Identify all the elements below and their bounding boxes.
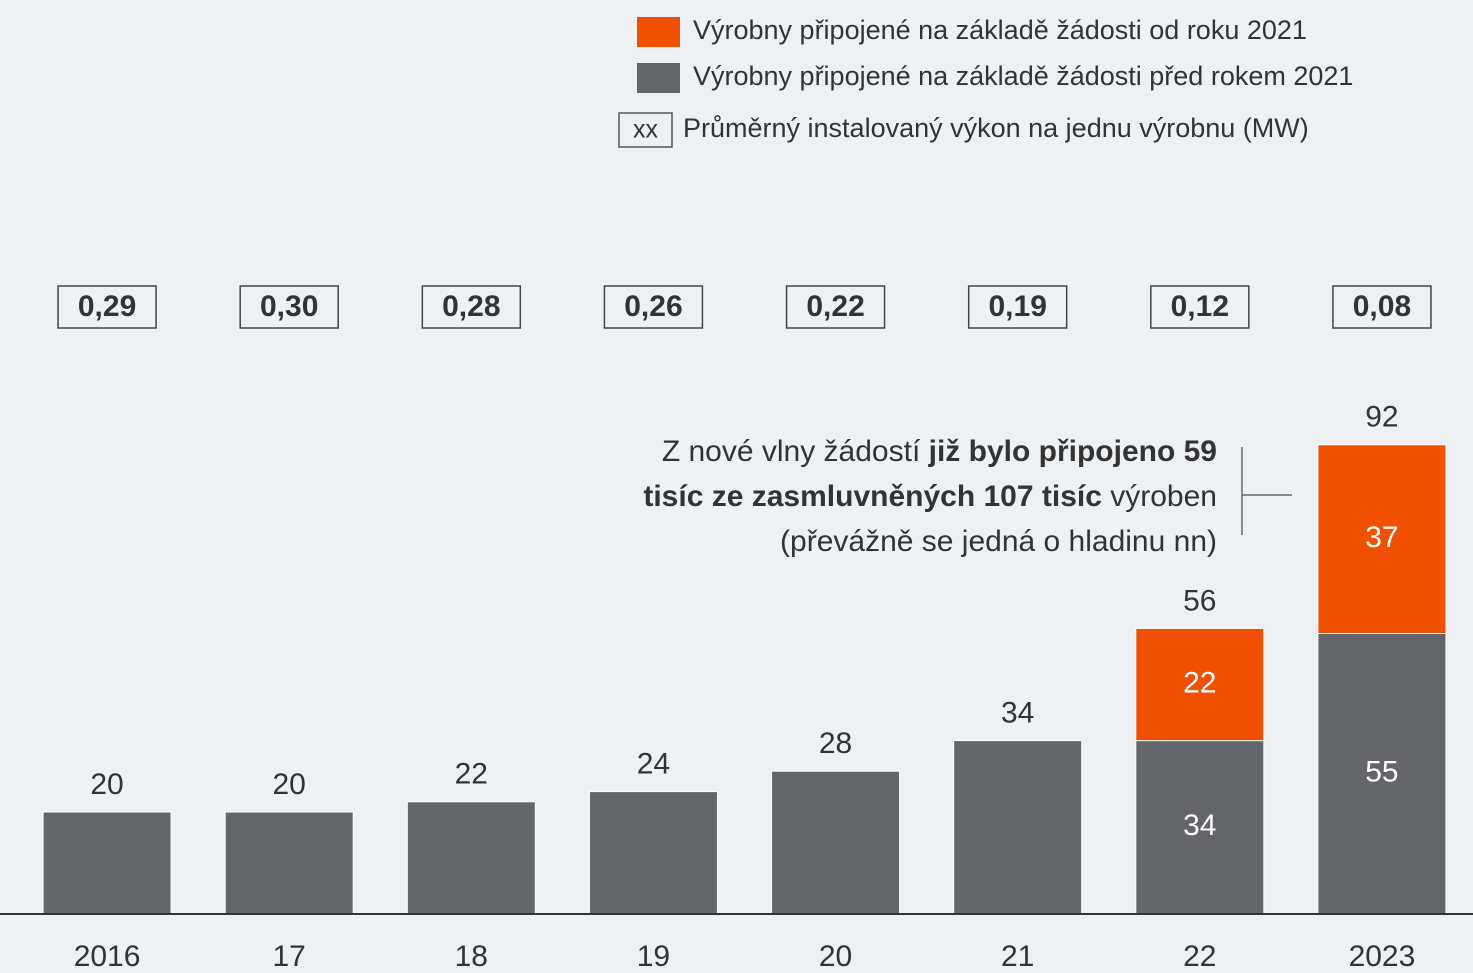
total-label: 92	[1365, 401, 1398, 434]
avg-power-box	[57, 285, 157, 329]
annotation-part: (převážně se jedná o hladinu nn)	[780, 525, 1217, 558]
annotation: (převážně se jedná o hladinu nn)	[780, 525, 1217, 558]
avg-power-label: 0,22	[806, 290, 864, 323]
avg-power-box	[1150, 285, 1250, 329]
avg-power-box	[785, 285, 886, 329]
avg-power-label: 0,19	[988, 290, 1046, 323]
total-label: 24	[637, 748, 670, 781]
total-label: 28	[819, 727, 852, 760]
legend-label: Průměrný instalovaný výkon na jednu výro…	[683, 113, 1309, 143]
avg-power-label: 0,12	[1171, 290, 1229, 323]
annotation-part: výroben	[1102, 480, 1217, 513]
avg-power-box	[421, 285, 522, 329]
bar-segment	[1135, 627, 1265, 742]
annotation: Z nové vlny žádostí již bylo připojeno 5…	[662, 435, 1217, 468]
bar-segment	[406, 801, 536, 915]
annotation-part: již bylo připojeno 59	[928, 435, 1217, 468]
bar-segment	[588, 791, 718, 915]
annotation-part: Z nové vlny žádostí	[662, 435, 929, 468]
bar-segment	[224, 811, 354, 915]
x-tick-label: 22	[1183, 940, 1216, 973]
avg-power-label: 0,26	[624, 290, 682, 323]
bar-segment	[1317, 444, 1447, 634]
x-tick-label: 2016	[74, 940, 141, 973]
avg-power-box	[1332, 285, 1432, 329]
segment-label: 34	[1183, 809, 1216, 842]
legend-box	[618, 112, 673, 148]
total-label: 20	[90, 768, 123, 801]
total-label: 34	[1001, 697, 1034, 730]
avg-power-box	[603, 285, 704, 329]
annotation: tisíc ze zasmluvněných 107 tisíc výroben	[643, 480, 1217, 513]
x-tick-label: 21	[1001, 940, 1034, 973]
avg-power-label: 0,30	[260, 290, 318, 323]
avg-power-box	[967, 285, 1068, 329]
bar-segment	[42, 811, 172, 915]
legend-label: Výrobny připojené na základě žádosti od …	[693, 15, 1307, 45]
legend-box-text: xx	[633, 116, 659, 144]
segment-label: 22	[1183, 666, 1216, 699]
x-tick-label: 18	[455, 940, 488, 973]
segment-label: 37	[1365, 521, 1398, 554]
x-tick-label: 2023	[1349, 940, 1416, 973]
bar-segment	[771, 770, 901, 915]
bar-segment	[1317, 633, 1447, 915]
legend-label: Výrobny připojené na základě žádosti pře…	[693, 61, 1353, 91]
x-tick-label: 20	[819, 940, 852, 973]
avg-power-box	[239, 285, 339, 329]
x-tick-label: 19	[637, 940, 670, 973]
total-label: 56	[1183, 584, 1216, 617]
total-label: 22	[455, 758, 488, 791]
x-tick-label: 17	[273, 940, 306, 973]
avg-power-label: 0,28	[442, 290, 500, 323]
legend-swatch	[637, 17, 680, 47]
segment-label: 55	[1365, 756, 1398, 789]
avg-power-label: 0,08	[1353, 290, 1411, 323]
bar-segment	[953, 740, 1083, 915]
bar-segment	[1135, 740, 1265, 915]
legend-swatch	[637, 63, 680, 93]
total-label: 20	[273, 768, 306, 801]
avg-power-label: 0,29	[78, 290, 136, 323]
annotation-part: tisíc ze zasmluvněných 107 tisíc	[643, 480, 1102, 513]
